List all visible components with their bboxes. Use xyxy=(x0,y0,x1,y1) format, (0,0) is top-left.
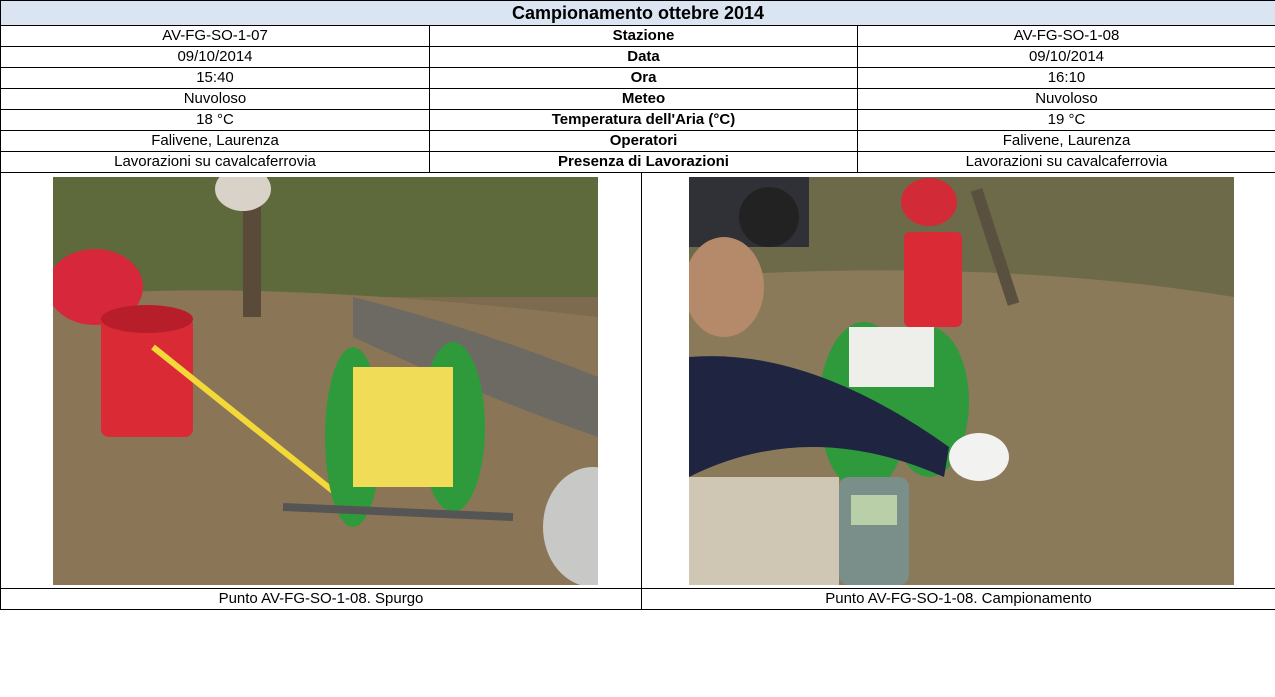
table-row: 15:40 Ora 16:10 xyxy=(0,67,1275,89)
table-row: AV-FG-SO-1-07 Stazione AV-FG-SO-1-08 xyxy=(0,25,1275,47)
photo-frame xyxy=(53,176,598,585)
value-cell: 19 °C xyxy=(857,109,1275,131)
field-label: Operatori xyxy=(429,130,858,152)
value-cell: AV-FG-SO-1-08 xyxy=(857,25,1275,47)
photo xyxy=(53,176,598,585)
table-row: Falivene, Laurenza Operatori Falivene, Lau… xyxy=(0,130,1275,152)
table-row: Nuvoloso Meteo Nuvoloso xyxy=(0,88,1275,110)
field-label: Ora xyxy=(429,67,858,89)
photo-row xyxy=(0,172,1275,589)
value-cell: Falivene, Laurenza xyxy=(0,130,430,152)
field-label: Meteo xyxy=(429,88,858,110)
table-row: 09/10/2014 Data 09/10/2014 xyxy=(0,46,1275,68)
table-title: Campionamento ottebre 2014 xyxy=(0,0,1275,26)
photo-cell xyxy=(0,172,642,589)
value-cell: AV-FG-SO-1-07 xyxy=(0,25,430,47)
table-row: 18 °C Temperatura dell'Aria (°C) 19 °C xyxy=(0,109,1275,131)
value-cell: Lavorazioni su cavalcaferrovia xyxy=(857,151,1275,173)
value-cell: 15:40 xyxy=(0,67,430,89)
value-cell: Falivene, Laurenza xyxy=(857,130,1275,152)
field-label: Presenza di Lavorazioni xyxy=(429,151,858,173)
value-cell: Lavorazioni su cavalcaferrovia xyxy=(0,151,430,173)
value-cell: Nuvoloso xyxy=(0,88,430,110)
sampling-table: Campionamento ottebre 2014 AV-FG-SO-1-07… xyxy=(0,0,1275,610)
field-label: Data xyxy=(429,46,858,68)
value-cell: 18 °C xyxy=(0,109,430,131)
table-row: Lavorazioni su cavalcaferrovia Presenza d… xyxy=(0,151,1275,173)
photo-frame xyxy=(689,176,1234,585)
photo-caption: Punto AV-FG-SO-1-08. Spurgo xyxy=(0,588,642,610)
photo xyxy=(689,176,1234,585)
value-cell: 16:10 xyxy=(857,67,1275,89)
field-label: Temperatura dell'Aria (°C) xyxy=(429,109,858,131)
photo-cell xyxy=(641,172,1275,589)
value-cell: 09/10/2014 xyxy=(0,46,430,68)
value-cell: 09/10/2014 xyxy=(857,46,1275,68)
photo-caption: Punto AV-FG-SO-1-08. Campionamento xyxy=(641,588,1275,610)
caption-row: Punto AV-FG-SO-1-08. Spurgo Punto AV-FG-S… xyxy=(0,588,1275,610)
field-label: Stazione xyxy=(429,25,858,47)
value-cell: Nuvoloso xyxy=(857,88,1275,110)
